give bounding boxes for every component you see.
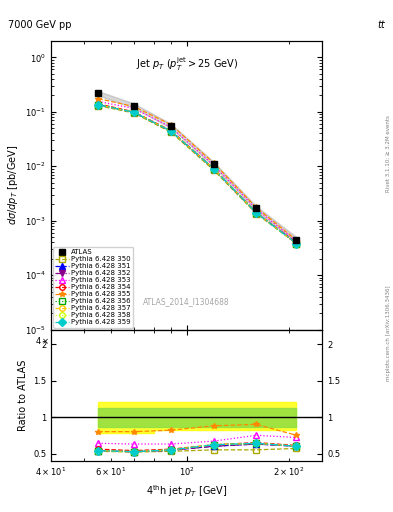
Pythia 6.428 358 [211, 166, 216, 172]
Pythia 6.428 353 [96, 98, 101, 104]
Text: ATLAS_2014_I1304688: ATLAS_2014_I1304688 [143, 297, 230, 307]
Line: Pythia 6.428 356: Pythia 6.428 356 [95, 102, 299, 246]
Pythia 6.428 355 [169, 122, 173, 128]
ATLAS [169, 123, 173, 129]
Pythia 6.428 359 [169, 128, 173, 134]
Text: Jet $p_T$ ($p_T^{\rm jet}>25$ GeV): Jet $p_T$ ($p_T^{\rm jet}>25$ GeV) [136, 55, 238, 73]
Pythia 6.428 356 [211, 166, 216, 172]
Pythia 6.428 357 [169, 128, 173, 134]
Pythia 6.428 358 [169, 128, 173, 134]
Pythia 6.428 359 [294, 241, 299, 247]
Text: mcplots.cern.ch [arXiv:1306.3436]: mcplots.cern.ch [arXiv:1306.3436] [386, 285, 391, 380]
Pythia 6.428 355 [211, 160, 216, 166]
Legend: ATLAS, Pythia 6.428 350, Pythia 6.428 351, Pythia 6.428 352, Pythia 6.428 353, P: ATLAS, Pythia 6.428 350, Pythia 6.428 35… [53, 247, 133, 328]
Line: Pythia 6.428 354: Pythia 6.428 354 [95, 101, 299, 246]
Pythia 6.428 352 [96, 102, 101, 108]
Pythia 6.428 355 [294, 237, 299, 243]
Pythia 6.428 350 [96, 102, 101, 109]
Pythia 6.428 357 [294, 241, 299, 247]
Pythia 6.428 353 [254, 206, 259, 212]
Line: Pythia 6.428 353: Pythia 6.428 353 [95, 99, 299, 244]
Pythia 6.428 354 [294, 241, 299, 247]
Pythia 6.428 353 [132, 105, 136, 112]
ATLAS [96, 90, 101, 96]
Pythia 6.428 357 [96, 102, 101, 108]
Pythia 6.428 354 [132, 109, 136, 115]
ATLAS [294, 237, 299, 243]
Pythia 6.428 353 [169, 124, 173, 131]
Pythia 6.428 357 [254, 210, 259, 216]
Y-axis label: Ratio to ATLAS: Ratio to ATLAS [18, 359, 28, 431]
ATLAS [132, 102, 136, 109]
Line: Pythia 6.428 359: Pythia 6.428 359 [95, 102, 299, 246]
ATLAS [211, 161, 216, 167]
Pythia 6.428 358 [294, 241, 299, 247]
Pythia 6.428 350 [254, 210, 259, 217]
Text: 7000 GeV pp: 7000 GeV pp [8, 20, 72, 31]
Line: Pythia 6.428 351: Pythia 6.428 351 [95, 102, 299, 246]
Pythia 6.428 356 [169, 128, 173, 134]
X-axis label: $4^{\rm th}$h jet $p_T$ [GeV]: $4^{\rm th}$h jet $p_T$ [GeV] [146, 484, 227, 499]
Pythia 6.428 351 [169, 128, 173, 134]
Pythia 6.428 355 [132, 103, 136, 110]
Pythia 6.428 351 [254, 210, 259, 216]
Pythia 6.428 353 [294, 238, 299, 244]
Text: tt: tt [377, 20, 385, 31]
Pythia 6.428 352 [294, 240, 299, 246]
Line: Pythia 6.428 357: Pythia 6.428 357 [95, 102, 299, 246]
Text: Rivet 3.1.10; ≥ 3.2M events: Rivet 3.1.10; ≥ 3.2M events [386, 115, 391, 192]
Pythia 6.428 350 [132, 110, 136, 116]
Pythia 6.428 350 [211, 167, 216, 173]
Pythia 6.428 351 [132, 109, 136, 115]
Pythia 6.428 359 [254, 210, 259, 216]
Pythia 6.428 358 [96, 102, 101, 108]
Pythia 6.428 359 [132, 109, 136, 115]
Pythia 6.428 353 [211, 162, 216, 168]
Line: Pythia 6.428 358: Pythia 6.428 358 [95, 102, 299, 246]
Pythia 6.428 359 [211, 166, 216, 172]
Pythia 6.428 356 [294, 241, 299, 247]
Line: Pythia 6.428 350: Pythia 6.428 350 [95, 103, 299, 246]
Pythia 6.428 358 [254, 210, 259, 216]
Pythia 6.428 351 [96, 102, 101, 108]
Pythia 6.428 359 [96, 102, 101, 108]
Pythia 6.428 351 [294, 240, 299, 246]
Line: Pythia 6.428 352: Pythia 6.428 352 [95, 102, 299, 246]
Pythia 6.428 354 [96, 101, 101, 107]
Pythia 6.428 356 [96, 102, 101, 108]
Pythia 6.428 356 [132, 109, 136, 115]
Pythia 6.428 355 [254, 204, 259, 210]
Y-axis label: $d\sigma/dp_T$ [pb/GeV]: $d\sigma/dp_T$ [pb/GeV] [6, 145, 20, 225]
Pythia 6.428 352 [211, 166, 216, 172]
Line: Pythia 6.428 355: Pythia 6.428 355 [95, 96, 299, 243]
Pythia 6.428 357 [132, 109, 136, 115]
Pythia 6.428 354 [169, 127, 173, 134]
Pythia 6.428 352 [169, 128, 173, 134]
Pythia 6.428 354 [211, 166, 216, 172]
Pythia 6.428 350 [294, 241, 299, 247]
Pythia 6.428 357 [211, 166, 216, 172]
Pythia 6.428 350 [169, 129, 173, 135]
Pythia 6.428 352 [132, 109, 136, 115]
ATLAS [254, 205, 259, 211]
Pythia 6.428 352 [254, 210, 259, 216]
Pythia 6.428 355 [96, 96, 101, 102]
Pythia 6.428 358 [132, 109, 136, 115]
Pythia 6.428 351 [211, 166, 216, 172]
Pythia 6.428 356 [254, 210, 259, 216]
Pythia 6.428 354 [254, 209, 259, 216]
Line: ATLAS: ATLAS [95, 90, 300, 243]
